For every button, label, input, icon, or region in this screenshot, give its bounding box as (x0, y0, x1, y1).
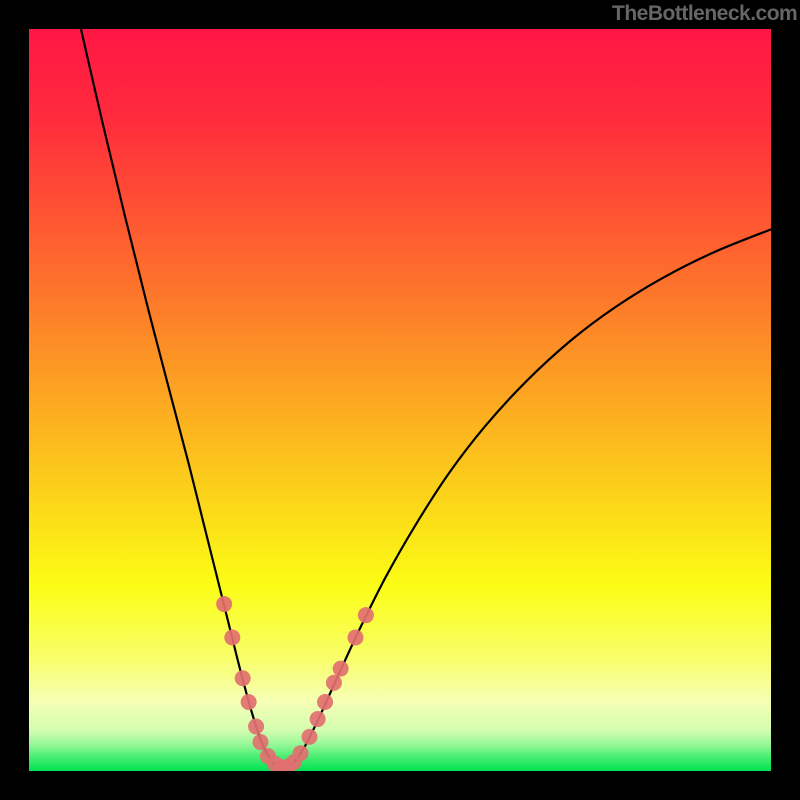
watermark-text: TheBottleneck.com (612, 2, 797, 26)
gradient-background (29, 29, 771, 771)
marker-dot (224, 629, 240, 645)
chart-container: TheBottleneck.com (0, 0, 800, 800)
marker-dot (347, 629, 363, 645)
marker-dot (248, 718, 264, 734)
marker-dot (293, 745, 309, 761)
chart-svg (29, 29, 771, 771)
marker-dot (235, 670, 251, 686)
marker-dot (301, 729, 317, 745)
marker-dot (326, 675, 342, 691)
marker-dot (333, 661, 349, 677)
marker-dot (310, 711, 326, 727)
marker-dot (241, 694, 257, 710)
marker-dot (358, 607, 374, 623)
marker-dot (317, 694, 333, 710)
marker-dot (253, 734, 269, 750)
plot-area (29, 29, 771, 771)
marker-dot (216, 596, 232, 612)
